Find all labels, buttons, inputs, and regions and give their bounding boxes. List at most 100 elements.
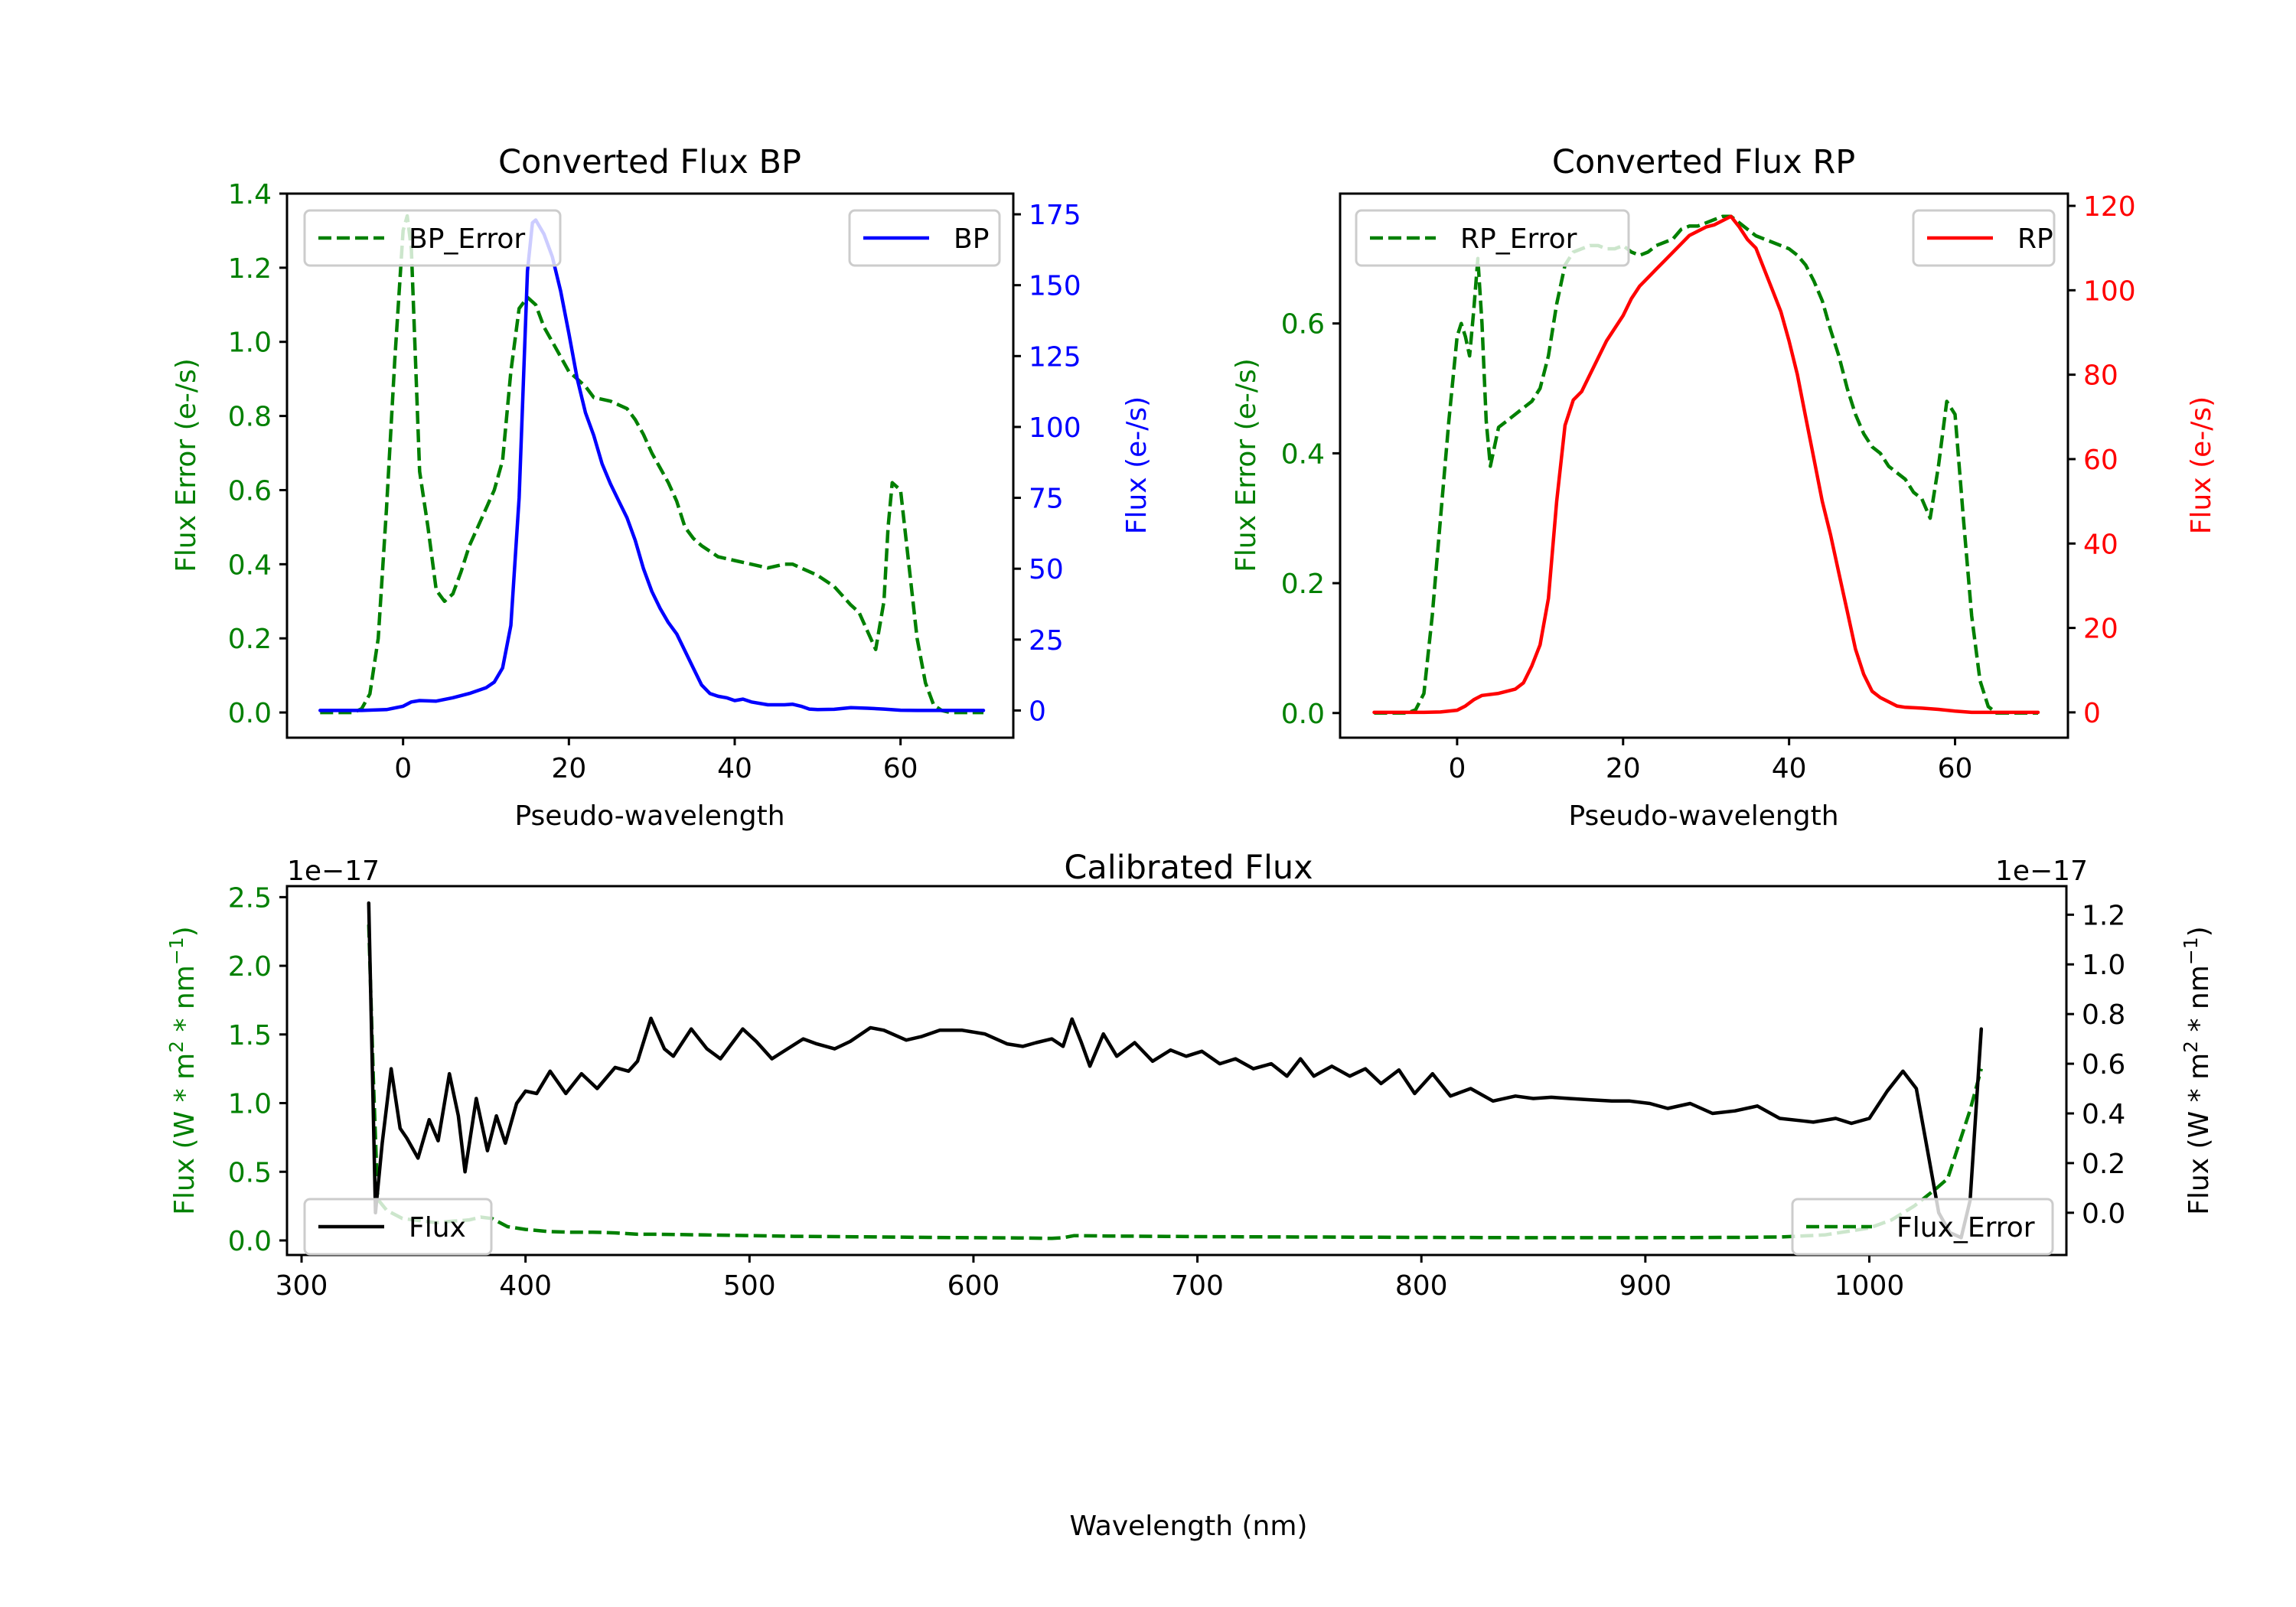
x-tick-label: 60: [1938, 753, 1973, 784]
legend-label: RP: [2017, 223, 2053, 255]
legend-bp-error: BP_Error: [303, 209, 562, 267]
y-tick-label-left: 2.5: [228, 882, 272, 914]
y-tick-label-right: 0.4: [2082, 1099, 2125, 1130]
legend-flux-error: Flux_Error: [1791, 1198, 2054, 1256]
plot-area-rp: 0 20 40 60 0.0 0.2 0.4 0.6 0 20 40 60 80 100 120 RP_Err…: [1281, 191, 2136, 784]
legend-label: BP: [954, 223, 989, 255]
axes-frame-calibrated: [285, 885, 2068, 1257]
y-tick-label-left: 0.0: [228, 698, 272, 729]
chart-title-calibrated: Calibrated Flux: [1064, 849, 1313, 887]
x-tick-label: 1000: [1835, 1270, 1905, 1302]
y-tick-label-right: 120: [2083, 191, 2136, 223]
y-axis-right-label-bp: Flux (e-/s): [1121, 396, 1153, 534]
y-tick-label-right: 20: [2083, 614, 2118, 645]
y-tick-label-right: 0.0: [2082, 1198, 2125, 1230]
y-tick-label-left: 1.0: [228, 328, 272, 359]
y-tick-label-left: 1.0: [228, 1089, 272, 1120]
legend-flux: Flux: [303, 1198, 493, 1256]
x-tick-label: 0: [394, 753, 412, 784]
x-tick-label: 800: [1395, 1270, 1448, 1302]
y-tick-label-right: 0.2: [2082, 1149, 2125, 1180]
series-line-bp-error: [320, 214, 983, 715]
legend-label: BP_Error: [409, 223, 525, 255]
y-tick-label-left: 0.0: [1281, 699, 1325, 730]
y-tick-label-left: 0.4: [1281, 438, 1325, 470]
series-group-bp: [318, 214, 986, 715]
y-tick-label-right: 100: [2083, 275, 2136, 307]
y-tick-label-left: 0.0: [228, 1226, 272, 1257]
legend-label: Flux: [409, 1212, 466, 1244]
y-tick-label-left: 0.5: [228, 1157, 272, 1188]
x-tick-label: 0: [1448, 753, 1466, 784]
y-tick-label-right: 50: [1029, 554, 1064, 585]
y-tick-label-left: 0.6: [1281, 309, 1325, 341]
y-tick-label-left: 1.2: [228, 253, 272, 285]
plot-area-calibrated: 300 400 500 600 700 800 900 1000 0.0 0.5 1.0 1.5 2.0…: [228, 882, 2126, 1302]
y-tick-label-right: 1.0: [2082, 950, 2125, 981]
legend-label: RP_Error: [1460, 223, 1577, 255]
x-axis-label-rp: Pseudo-wavelength: [1568, 800, 1838, 832]
y-tick-label-right: 100: [1029, 412, 1081, 444]
legend-bp: BP: [848, 209, 1001, 267]
x-tick-label: 400: [499, 1270, 552, 1302]
series-line-rp-error: [1374, 214, 2038, 715]
y-tick-label-right: 0.8: [2082, 999, 2125, 1031]
x-tick-label: 20: [1606, 753, 1641, 784]
legend-box: [303, 209, 562, 267]
offset-text-right: 1e−17: [1995, 856, 2088, 887]
y-axis-left-label-rp: Flux Error (e-/s): [1231, 358, 1262, 572]
x-axis-label-bp: Pseudo-wavelength: [514, 800, 784, 832]
y-tick-label-right: 0: [1029, 696, 1046, 727]
x-tick-label: 40: [717, 753, 752, 784]
y-tick-label-left: 1.4: [228, 179, 272, 210]
y-axis-right-label-calibrated: Flux (W * m2 * nm−1): [2180, 926, 2216, 1214]
axes-frame-rp: [1339, 192, 2069, 739]
series-line-bp: [318, 218, 986, 712]
series-line-flux: [367, 901, 1984, 1240]
y-tick-label-right: 80: [2083, 360, 2118, 392]
legend-label: Flux_Error: [1896, 1212, 2035, 1244]
y-tick-label-right: 75: [1029, 484, 1064, 515]
x-tick-label: 900: [1619, 1270, 1671, 1302]
y-tick-label-right: 40: [2083, 529, 2118, 560]
y-tick-label-right: 1.2: [2082, 900, 2125, 931]
y-tick-label-left: 0.2: [228, 624, 272, 655]
y-tick-label-left: 0.4: [228, 549, 272, 581]
legend-rp: RP: [1912, 209, 2056, 267]
panel-converted-flux-bp: Converted Flux BP 0 20 40 60 0.0 0.2 0.4 0.6 0.8…: [171, 143, 1153, 832]
axes-frame-bp: [285, 192, 1015, 739]
y-tick-label-right: 175: [1029, 200, 1081, 231]
y-axis-left-label-bp: Flux Error (e-/s): [171, 358, 202, 572]
legend-rp-error: RP_Error: [1355, 209, 1630, 267]
chart-title-rp: Converted Flux RP: [1552, 143, 1855, 181]
y-tick-label-right: 0.6: [2082, 1049, 2125, 1081]
panel-calibrated-flux: Calibrated Flux 1e−17 1e−17 300 400 500 600…: [165, 849, 2216, 1542]
y-tick-label-right: 25: [1029, 625, 1064, 657]
x-tick-label: 600: [947, 1270, 1000, 1302]
y-tick-label-right: 0: [2083, 698, 2101, 729]
legend-box: [1791, 1198, 2054, 1256]
x-tick-label: 700: [1171, 1270, 1224, 1302]
panel-converted-flux-rp: Converted Flux RP 0 20 40 60 0.0 0.2 0.4 0.6 0 20…: [1231, 143, 2217, 832]
y-axis-left-label-calibrated: Flux (W * m2 * nm−1): [165, 926, 201, 1214]
series-line-rp: [1372, 214, 2040, 715]
x-tick-label: 500: [723, 1270, 776, 1302]
x-tick-label: 40: [1772, 753, 1807, 784]
offset-text-left: 1e−17: [287, 856, 380, 887]
y-tick-label-left: 0.2: [1281, 569, 1325, 600]
y-tick-label-right: 150: [1029, 271, 1081, 302]
x-axis-label-calibrated: Wavelength (nm): [1070, 1511, 1308, 1542]
legend-box: [1355, 209, 1630, 267]
chart-title-bp: Converted Flux BP: [498, 143, 801, 181]
y-tick-label-left: 2.0: [228, 951, 272, 983]
y-tick-label-right: 125: [1029, 341, 1081, 373]
y-tick-label-left: 0.8: [228, 402, 272, 433]
series-group-rp: [1372, 214, 2040, 715]
x-tick-label: 60: [883, 753, 918, 784]
y-tick-label-right: 60: [2083, 445, 2118, 476]
y-axis-right-label-rp: Flux (e-/s): [2186, 396, 2217, 534]
legend-box: [303, 1198, 493, 1256]
y-tick-label-left: 1.5: [228, 1020, 272, 1051]
